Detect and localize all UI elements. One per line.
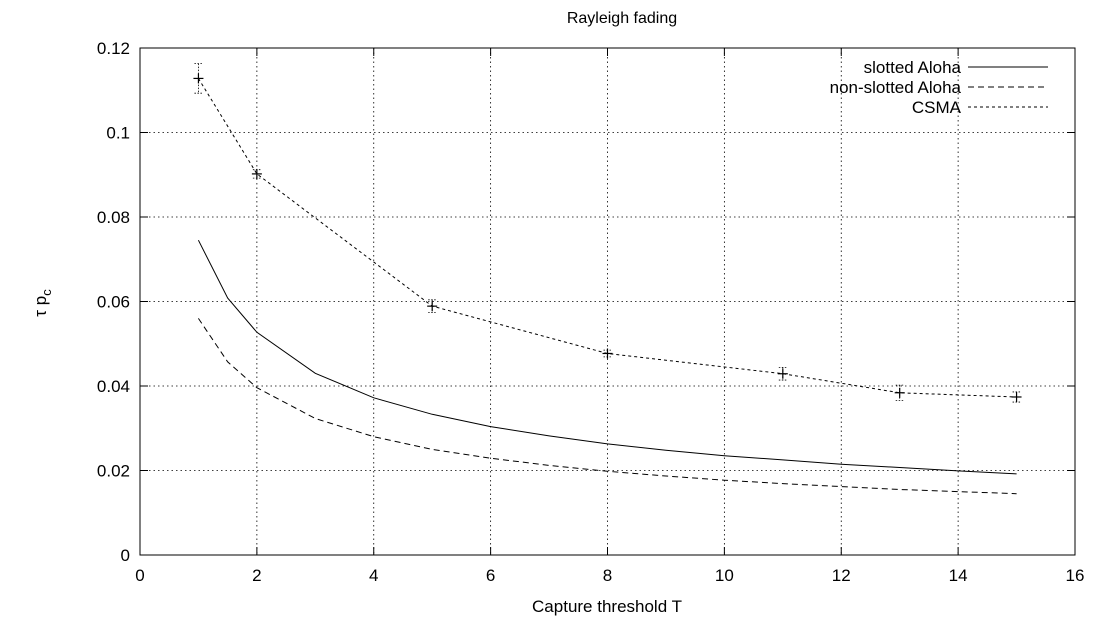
x-tick-label: 6 [486, 566, 495, 585]
x-tick-label: 2 [252, 566, 261, 585]
x-tick-label: 8 [603, 566, 612, 585]
y-tick-label: 0.02 [97, 462, 130, 481]
x-tick-label: 14 [949, 566, 968, 585]
error-bar [1012, 391, 1021, 403]
grid [140, 48, 1075, 555]
y-tick-label: 0.1 [106, 124, 130, 143]
error-bar [778, 367, 787, 381]
series-line-1 [197, 318, 1017, 495]
y-tick-label: 0.04 [97, 377, 130, 396]
error-bar [194, 63, 203, 94]
legend-label: CSMA [912, 98, 962, 117]
series-line-0 [197, 239, 1017, 475]
y-tick-label: 0.12 [97, 39, 130, 58]
series-group [193, 63, 1022, 495]
axis-ticks: 0 2 4 6 8 10 12 14 16 0 0.02 0.04 0.06 0.08 0.1 0.12 [97, 39, 1085, 585]
y-axis-label: τ pc [31, 289, 54, 317]
x-tick-label: 4 [369, 566, 378, 585]
y-axis-label-main: τ p [31, 296, 50, 317]
y-tick-label: 0 [121, 546, 130, 565]
x-tick-label: 10 [715, 566, 734, 585]
y-tick-label: 0.08 [97, 208, 130, 227]
error-bar [252, 169, 261, 179]
legend-label: slotted Aloha [864, 58, 962, 77]
error-bar [895, 384, 904, 401]
y-tick-label: 0.06 [97, 293, 130, 312]
y-axis-label-subscript: c [39, 289, 54, 296]
error-bar [603, 349, 612, 358]
data-point [1011, 391, 1022, 402]
error-bar [428, 299, 437, 313]
x-tick-label: 0 [135, 566, 144, 585]
x-axis-label: Capture threshold T [532, 597, 682, 616]
legend-label: non-slotted Aloha [830, 78, 962, 97]
chart-title: Rayleigh fading [567, 10, 677, 27]
x-tick-label: 12 [832, 566, 851, 585]
x-tick-label: 16 [1066, 566, 1085, 585]
